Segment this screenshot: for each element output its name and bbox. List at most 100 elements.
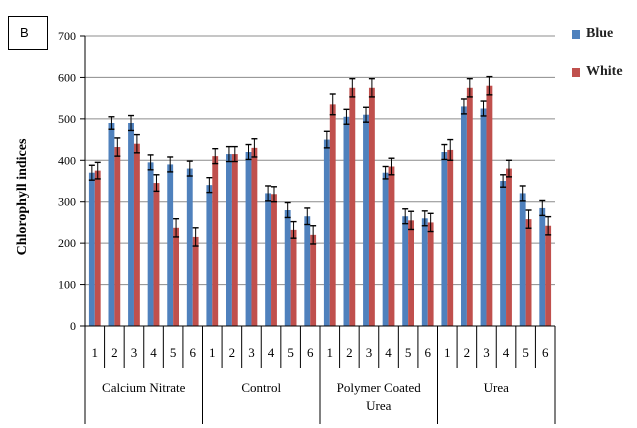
bar-blue	[245, 152, 252, 326]
group-label: Calcium Nitrate	[102, 380, 186, 395]
gridlines	[85, 35, 555, 286]
bar-white	[192, 236, 199, 326]
x-tick-label: 1	[92, 345, 99, 360]
y-tick-label: 500	[58, 112, 76, 126]
x-tick-label: 6	[542, 345, 549, 360]
bar-white	[329, 104, 336, 326]
bar-blue	[128, 123, 134, 326]
x-tick-label: 5	[170, 345, 177, 360]
legend: Blue White	[572, 24, 623, 100]
bar-white	[388, 166, 395, 326]
bar-blue	[284, 210, 291, 326]
legend-label-blue: Blue	[586, 26, 614, 41]
bar-white	[545, 225, 552, 326]
legend-item-white: White	[572, 62, 623, 82]
error-bars	[88, 75, 552, 247]
x-tick-label: 2	[346, 345, 353, 360]
bar-blue	[363, 114, 369, 326]
x-tick-label: 3	[131, 345, 138, 360]
bar-blue	[519, 193, 526, 326]
group-label: Polymer Coated	[337, 380, 422, 395]
x-tick-label: 2	[111, 345, 118, 360]
bar-blue	[147, 162, 154, 326]
x-tick-label: 6	[424, 345, 431, 360]
bar-blue	[304, 216, 311, 326]
bar-blue	[500, 181, 507, 326]
bar-white	[271, 194, 277, 326]
bar-white	[251, 147, 258, 326]
x-tick-label: 3	[366, 345, 373, 360]
x-tick-label: 2	[464, 345, 471, 360]
x-tick-label: 5	[287, 345, 294, 360]
bar-white	[447, 149, 454, 326]
bar-white	[525, 219, 532, 326]
bar-blue	[88, 172, 95, 326]
y-tick-label: 100	[58, 278, 76, 292]
bar-blue	[382, 172, 389, 326]
bar-blue	[206, 185, 213, 326]
group-label: Urea	[366, 398, 391, 413]
x-tick-label: 1	[209, 345, 216, 360]
bar-blue	[323, 139, 330, 326]
legend-swatch-blue	[572, 29, 580, 39]
legend-item-blue: Blue	[572, 24, 623, 44]
panel-label: B	[8, 16, 48, 50]
y-tick-label: 300	[58, 195, 76, 209]
x-tick-label: 6	[307, 345, 314, 360]
bar-blue	[265, 193, 272, 326]
bar-white	[408, 220, 414, 326]
x-tick-label: 1	[327, 345, 334, 360]
x-tick-label: 3	[248, 345, 255, 360]
bars	[88, 85, 552, 327]
x-tick-label: 2	[229, 345, 236, 360]
bar-white	[368, 87, 375, 327]
x-tick-label: 4	[268, 345, 275, 360]
x-tick-label: 5	[405, 345, 412, 360]
x-tick-label: 4	[385, 345, 392, 360]
bar-blue	[343, 116, 350, 327]
bar-blue	[539, 207, 546, 326]
bar-blue	[480, 108, 487, 326]
bar-white	[133, 143, 140, 326]
bar-white	[290, 229, 297, 326]
bar-white	[466, 87, 473, 327]
y-axis-ticks: 0 100 200 300 400 500 600 700	[58, 29, 76, 333]
legend-swatch-white	[572, 67, 580, 77]
y-tick-label: 600	[58, 70, 76, 84]
bar-white	[173, 227, 179, 326]
group-label: Urea	[484, 380, 509, 395]
bar-blue	[167, 164, 174, 326]
x-tick-label: 5	[522, 345, 529, 360]
y-tick-label: 200	[58, 236, 76, 250]
x-tick-label: 1	[444, 345, 451, 360]
x-tick-label: 4	[150, 345, 157, 360]
bar-white	[231, 154, 238, 326]
group-label: Control	[241, 380, 281, 395]
y-tick-label: 0	[70, 319, 76, 333]
legend-label-white: White	[586, 64, 623, 79]
bar-white	[212, 156, 219, 326]
x-tick-label: 6	[189, 345, 196, 360]
bar-white	[114, 147, 121, 326]
axes	[80, 35, 556, 424]
bar-white	[427, 222, 434, 326]
y-axis-label: Chlorophyll indices	[15, 138, 30, 255]
bar-blue	[402, 216, 409, 326]
bar-white	[486, 85, 493, 326]
y-tick-label: 700	[58, 29, 76, 43]
bar-blue	[461, 106, 467, 326]
y-tick-label: 400	[58, 153, 76, 167]
bar-white	[349, 87, 356, 327]
x-tick-label: 3	[483, 345, 490, 360]
bar-blue	[226, 154, 232, 326]
bar-blue	[108, 123, 115, 326]
bar-white	[94, 170, 101, 326]
bar-blue	[421, 218, 428, 326]
bar-white	[506, 168, 512, 326]
bar-blue	[186, 168, 193, 326]
bar-white	[153, 183, 160, 326]
bar-blue	[441, 152, 448, 326]
x-tick-label: 4	[503, 345, 510, 360]
